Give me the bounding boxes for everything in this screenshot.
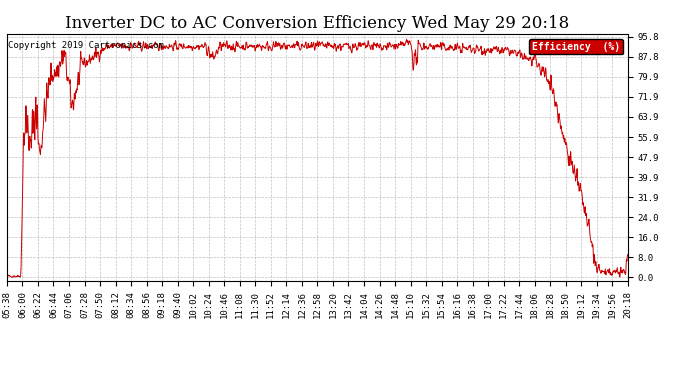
Title: Inverter DC to AC Conversion Efficiency Wed May 29 20:18: Inverter DC to AC Conversion Efficiency …	[66, 15, 569, 32]
Legend: Efficiency  (%): Efficiency (%)	[529, 39, 623, 54]
Text: Copyright 2019 Cartronics.com: Copyright 2019 Cartronics.com	[8, 41, 164, 50]
